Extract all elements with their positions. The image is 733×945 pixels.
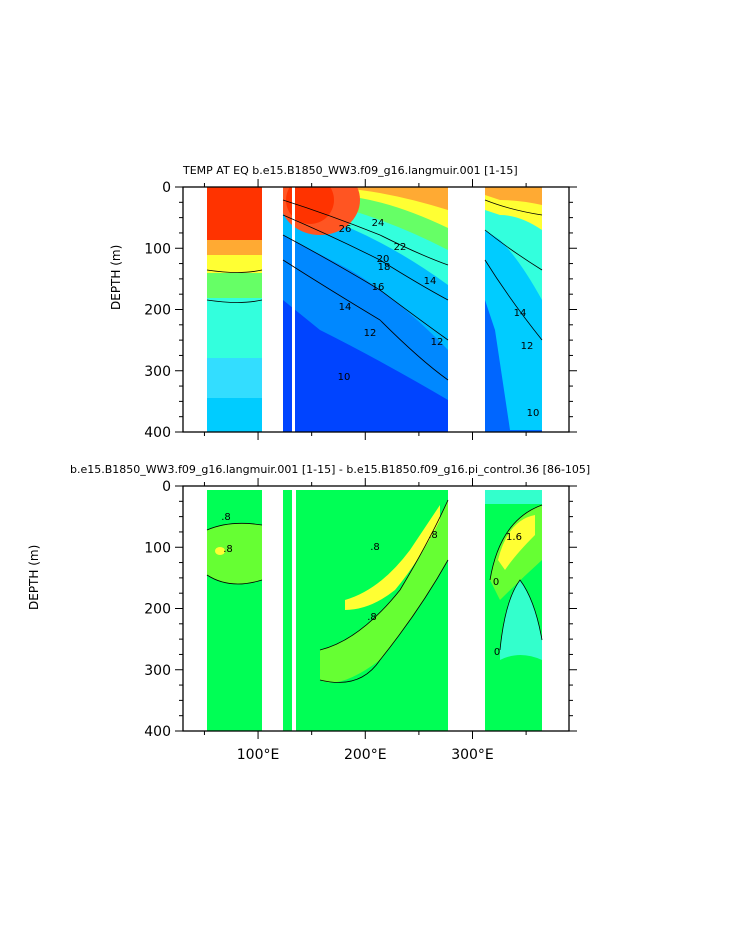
- bottom-contour-label: .8: [428, 530, 438, 541]
- top-panel: TEMP AT EQ b.e15.B1850_WW3.f09_g16.langm…: [109, 164, 577, 441]
- top-y-tick-label: 200: [144, 303, 171, 319]
- bottom-y-tick-label: 100: [144, 540, 171, 556]
- bottom-panel-title: b.e15.B1850_WW3.f09_g16.langmuir.001 [1-…: [70, 463, 590, 476]
- bottom-contour-label: .8: [221, 512, 231, 523]
- top-panel-field: [183, 187, 569, 432]
- top-y-ticks: 0 100 200 300 400: [144, 180, 577, 441]
- top-contour-label: 26: [339, 224, 352, 235]
- top-contour-label: 14: [514, 308, 527, 319]
- top-x-ticks: [203, 179, 527, 440]
- bottom-contour-label: 1.6: [506, 532, 522, 543]
- top-contour-label: 10: [527, 408, 540, 419]
- top-y-tick-label: 100: [144, 241, 171, 257]
- top-panel-title: TEMP AT EQ b.e15.B1850_WW3.f09_g16.langm…: [182, 164, 518, 177]
- bottom-contour-lines: [206, 499, 543, 683]
- bottom-panel: b.e15.B1850_WW3.f09_g16.langmuir.001 [1-…: [27, 463, 590, 763]
- top-y-tick-label: 300: [144, 364, 171, 380]
- land-mask-maritime-continent: [262, 187, 283, 432]
- temp-band-mid-west: [207, 255, 262, 273]
- bottom-contour-label: .8: [223, 544, 233, 555]
- bottom-x-tick-label: 300°E: [451, 747, 494, 763]
- bottom-contour-label: .8: [370, 542, 380, 553]
- bottom-x-ticks: 100°E 200°E 300°E: [203, 478, 527, 763]
- top-contour-label: 16: [372, 282, 385, 293]
- bottom-contour-labels: .8 .8 .8 .8 .8 1.6 0 0: [221, 512, 522, 658]
- diff-region-central: [283, 490, 448, 731]
- bottom-x-tick-label: 200°E: [344, 747, 387, 763]
- top-contour-label: 20: [377, 254, 390, 265]
- temp-band-surface-west: [207, 187, 262, 247]
- temp-band-thermocline-west: [207, 240, 262, 255]
- top-contour-label: 12: [364, 328, 377, 339]
- top-contour-label: 14: [339, 302, 352, 313]
- top-contour-label: 10: [338, 372, 351, 383]
- bottom-contour-label: 0: [494, 647, 500, 658]
- bottom-y-tick-label: 300: [144, 663, 171, 679]
- top-contour-lines: [206, 199, 543, 381]
- top-contour-label: 22: [394, 242, 407, 253]
- top-y-tick-label: 400: [144, 425, 171, 441]
- top-contour-label: 24: [372, 218, 385, 229]
- top-contour-label: 12: [521, 341, 534, 352]
- bottom-y-axis-label: DEPTH (m): [27, 545, 41, 610]
- bottom-x-tick-label: 100°E: [237, 747, 280, 763]
- bottom-contour-label: .8: [367, 612, 377, 623]
- top-y-axis-label: DEPTH (m): [109, 245, 123, 310]
- bottom-y-tick-label: 0: [162, 479, 171, 495]
- temp-band-cool-west: [207, 273, 262, 298]
- bottom-y-ticks: 0 100 200 300 400: [144, 479, 577, 740]
- bottom-panel-field: [183, 486, 569, 731]
- bottom-y-tick-label: 200: [144, 602, 171, 618]
- top-y-tick-label: 0: [162, 180, 171, 196]
- top-contour-label: 14: [424, 276, 437, 287]
- land-mask-americas: [448, 187, 485, 432]
- top-contour-label: 18: [378, 262, 391, 273]
- bottom-y-tick-label: 400: [144, 724, 171, 740]
- temp-band-cooler-west: [207, 298, 262, 358]
- top-contour-label: 12: [431, 337, 444, 348]
- bottom-contour-label: 0: [493, 577, 499, 588]
- temp-band-coldish-west: [207, 358, 262, 398]
